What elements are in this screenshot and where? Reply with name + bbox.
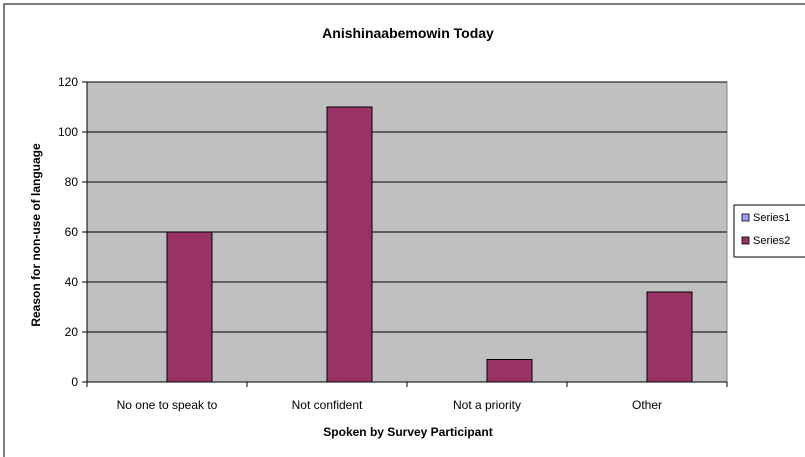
y-tick-label: 100	[58, 125, 78, 139]
x-tick-label: Not a priority	[453, 398, 521, 412]
y-axis-ticks: 0 20 40 60 80 100 120	[58, 75, 87, 389]
bar-series2	[166, 231, 213, 383]
x-axis-ticks: No one to speak to Not confident Not a pri…	[86, 382, 728, 412]
bar-series2	[486, 359, 533, 383]
legend-label-series2: Series2	[753, 235, 790, 247]
y-tick-label: 0	[71, 375, 78, 389]
y-tick-label: 80	[65, 175, 79, 189]
x-tick-label: No one to speak to	[117, 398, 218, 412]
x-axis-label: Spoken by Survey Participant	[323, 425, 492, 439]
y-tick-label: 60	[65, 225, 79, 239]
x-tick-label: Not confident	[292, 398, 363, 412]
y-axis-label: Reason for non-use of language	[29, 143, 43, 327]
bars	[166, 106, 693, 383]
bar-series2	[646, 291, 693, 383]
x-tick-label: Other	[632, 398, 662, 412]
y-tick-label: 20	[65, 325, 79, 339]
legend-swatch-series1	[741, 213, 750, 222]
bar-series2	[326, 106, 373, 383]
legend-swatch-series2	[741, 236, 750, 245]
y-tick-label: 120	[58, 75, 78, 89]
legend: Series1 Series2	[733, 204, 805, 258]
legend-label-series1: Series1	[753, 212, 790, 224]
y-tick-label: 40	[65, 275, 79, 289]
chart-title: Anishinaabemowin Today	[322, 25, 494, 41]
